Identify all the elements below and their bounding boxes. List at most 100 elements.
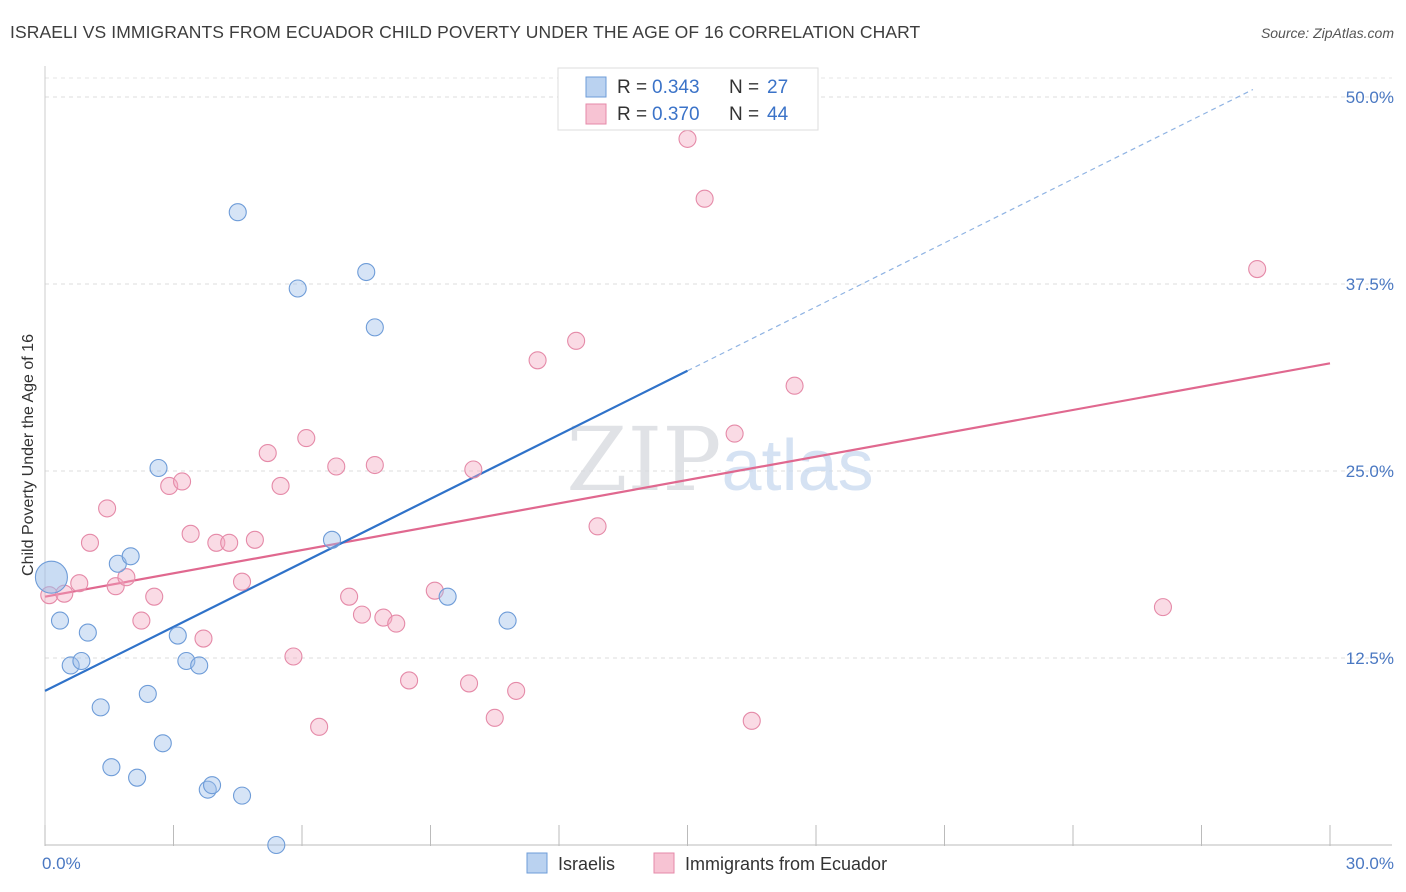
point-ecuador-10 [173,472,192,491]
point-ecuador-30 [459,674,479,693]
point-israelis-11 [128,768,147,787]
point-ecuador-17 [258,443,277,463]
point-ecuador-14 [220,533,239,552]
point-ecuador-12 [194,629,213,648]
point-ecuador-13 [207,533,226,552]
point-israelis-10 [138,684,157,703]
point-ecuador-11 [181,524,200,543]
stats-r-label-israelis: R = [617,77,647,98]
stats-r-value-israelis: 0.343 [652,77,700,98]
point-israelis-2 [78,623,97,642]
point-israelis-15 [190,656,209,675]
point-israelis-4 [72,651,91,671]
x-tick-label-max: 30.0% [1346,854,1394,873]
point-ecuador-22 [327,457,346,476]
point-ecuador-43 [1248,259,1267,279]
point-israelis-24 [322,530,342,549]
point-ecuador-28 [400,671,419,690]
legend-label-ecuador: Immigrants from Ecuador [685,854,887,874]
stats-legend: R = 0.343 N = 27 R = 0.370 N = 44 [557,67,819,131]
y-tick-labels: 12.5% 25.0% 37.5% 50.0% [1346,88,1394,668]
stats-r-label-ecuador: R = [617,104,647,125]
point-israelis-17 [203,776,222,795]
point-israelis-8 [91,698,110,717]
point-israelis-6 [121,547,140,566]
watermark-zip: ZIP [566,408,721,511]
point-israelis-13 [168,626,187,645]
regression-line-ecuador [44,362,1331,598]
point-israelis-9 [102,758,121,777]
point-ecuador-18 [271,476,290,496]
point-ecuador-15 [232,572,252,591]
gridlines [45,77,1392,659]
point-ecuador-32 [485,708,504,727]
point-ecuador-20 [297,429,316,448]
stats-n-value-ecuador: 44 [767,104,789,125]
point-ecuador-19 [284,647,303,666]
point-israelis-26 [498,611,517,630]
data-points [34,129,1267,855]
stats-n-value-israelis: 27 [767,77,788,98]
point-israelis-1 [50,611,70,630]
point-ecuador-21 [310,717,329,736]
point-israelis-0 [34,560,68,594]
legend-label-israelis: Israelis [558,854,615,874]
legend-swatch-ecuador [653,852,675,874]
legend-swatch-israelis [526,852,548,874]
point-ecuador-42 [1153,598,1172,617]
x-tick-label-min: 0.0% [42,854,81,873]
point-ecuador-2 [70,574,89,593]
point-ecuador-35 [567,331,586,350]
y-tick-label-3: 50.0% [1346,88,1394,107]
point-ecuador-40 [742,711,761,730]
point-israelis-12 [153,734,172,753]
point-ecuador-34 [528,351,547,370]
stats-n-label-israelis: N = [729,77,759,98]
point-ecuador-3 [80,533,100,552]
point-ecuador-25 [365,455,384,475]
regression-line-israelis-extension [687,88,1254,372]
point-ecuador-36 [588,517,607,536]
point-ecuador-41 [785,376,804,395]
point-israelis-3 [61,656,80,675]
point-ecuador-8 [145,587,164,606]
point-ecuador-33 [507,681,526,700]
x-tick-labels: 0.0% 30.0% [42,854,1394,873]
axes [44,66,1392,846]
point-israelis-7 [149,458,168,478]
chart-source: Source: ZipAtlas.com [1260,25,1394,41]
stats-swatch-israelis [585,76,607,98]
regression-lines [44,88,1331,692]
stats-swatch-ecuador [585,103,607,125]
point-ecuador-4 [98,499,117,518]
stats-r-value-ecuador: 0.370 [652,104,700,125]
point-israelis-22 [357,262,376,282]
point-ecuador-23 [340,587,359,606]
point-ecuador-38 [695,189,714,208]
y-tick-label-1: 25.0% [1346,462,1394,481]
series-legend: Israelis Immigrants from Ecuador [526,852,887,874]
point-ecuador-37 [678,129,697,148]
point-israelis-18 [232,786,252,805]
point-israelis-25 [438,587,457,606]
point-ecuador-16 [245,530,264,549]
point-ecuador-39 [725,424,744,443]
stats-n-label-ecuador: N = [729,104,759,125]
point-israelis-20 [228,203,247,222]
point-israelis-23 [365,318,384,337]
point-israelis-21 [288,279,307,298]
y-axis-label: Child Poverty Under the Age of 16 [20,334,37,576]
point-ecuador-24 [352,605,372,624]
watermark: ZIPatlas [566,408,873,511]
y-tick-label-2: 37.5% [1346,275,1394,294]
y-tick-label-0: 12.5% [1346,649,1394,668]
point-ecuador-27 [387,614,406,633]
point-israelis-19 [267,835,286,855]
regression-line-israelis [44,369,688,692]
point-ecuador-31 [464,460,483,479]
watermark-atlas: atlas [722,426,874,506]
point-ecuador-7 [132,611,151,630]
chart-title: ISRAELI VS IMMIGRANTS FROM ECUADOR CHILD… [10,22,921,42]
point-ecuador-6 [117,568,136,587]
